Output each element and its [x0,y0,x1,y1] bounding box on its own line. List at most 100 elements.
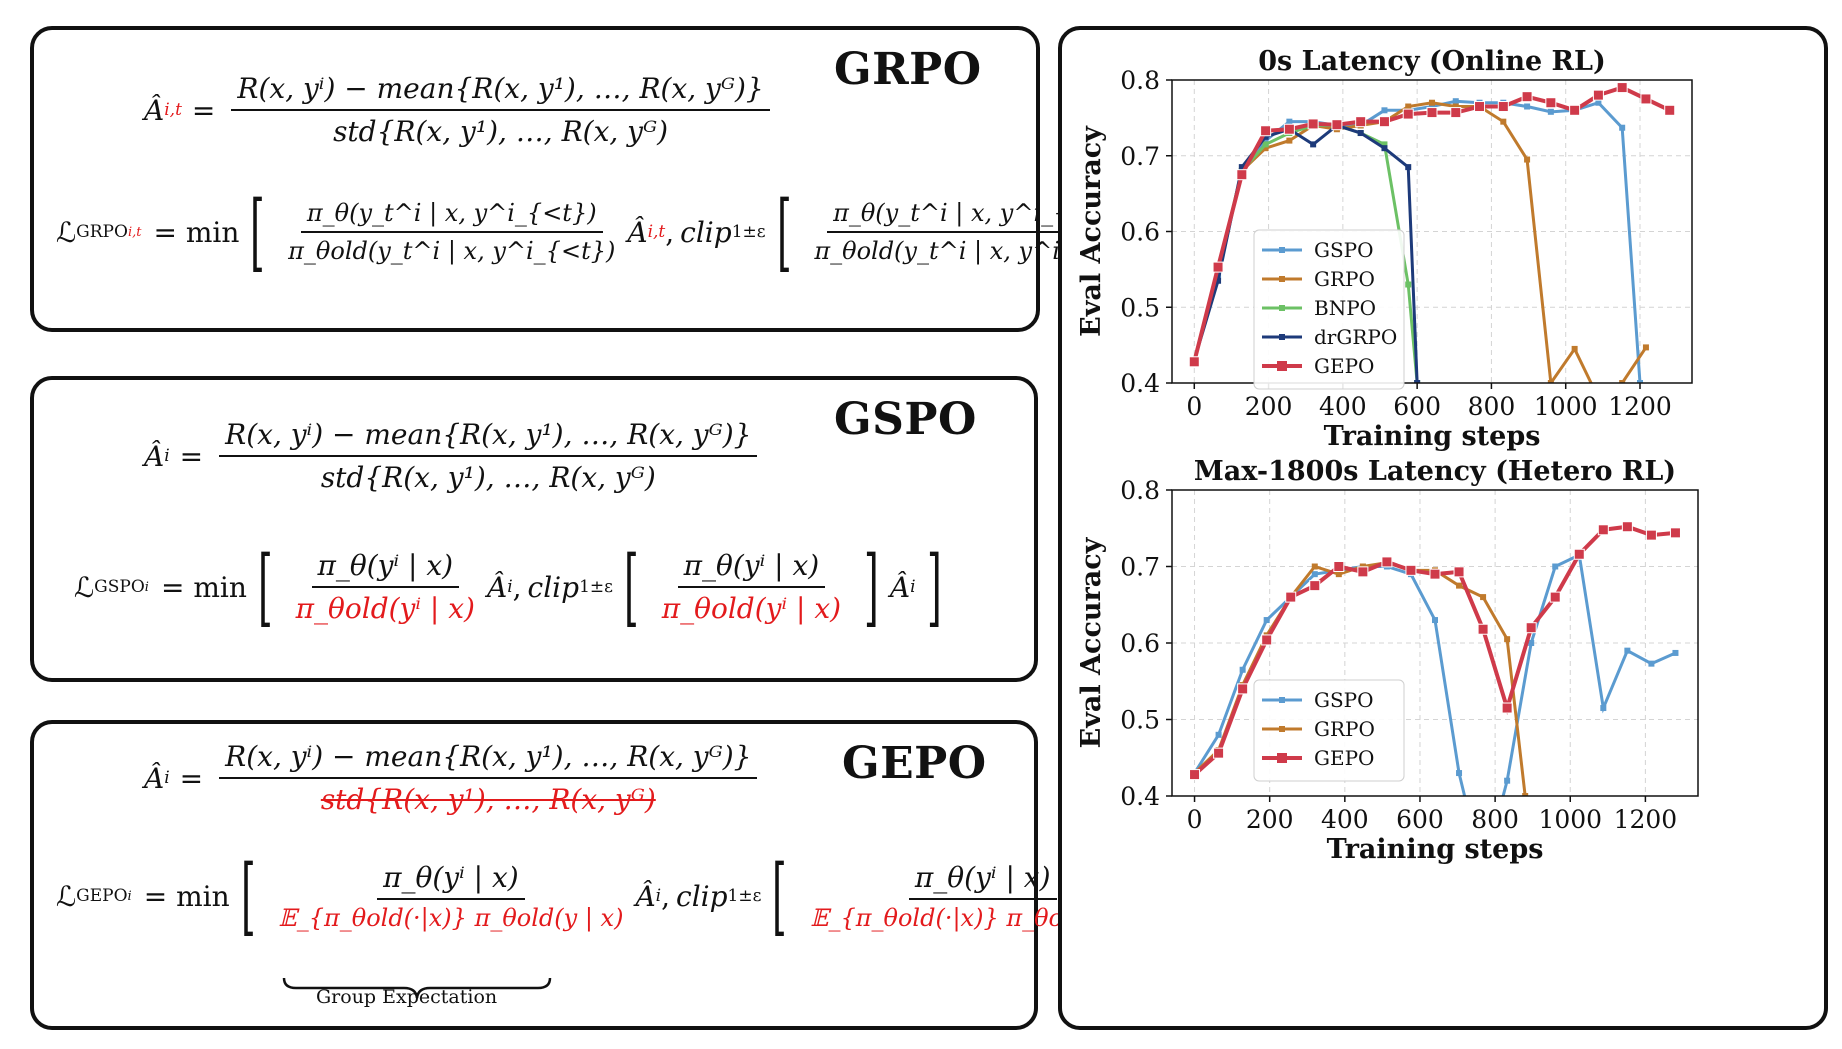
grpo-adv-symbol: Â [144,93,165,127]
x-tick-label: 0 [1186,392,1202,421]
series-gepo [1189,521,1681,781]
gepo-ratio-numerator: π_θ(yⁱ | x) [377,861,525,900]
legend-swatch-marker [1279,726,1285,732]
data-point [1355,116,1367,128]
legend-label-gepo: GEPO [1314,746,1374,770]
data-point [1262,133,1269,140]
data-point [1549,591,1561,603]
gepo-adv-denominator-struck: std{R(x, y¹), …, R(x, yᴳ) [320,783,656,816]
data-point [1501,702,1513,714]
data-point [1405,164,1412,171]
data-point [1357,566,1369,578]
data-point [1215,731,1222,738]
y-axis-label: Eval Accuracy [1076,536,1107,748]
chart-0: 0 200 400 600 800 1000 1200 0.4 0.5 0.6 0.7 0.8 0s L… [1076,46,1693,452]
charts-svg: 0 200 400 600 800 1000 1200 0.4 0.5 0.6 0.7 0.8 0s L… [1076,46,1699,865]
data-point [1189,769,1201,781]
legend-box [1253,229,1405,390]
grpo-adv-subscript: i,t [164,100,182,120]
group-expectation-brace [282,977,552,999]
grpo-ratio-numerator: π_θ(y_t^i | x, y^i_{<t}) [300,199,603,233]
x-tick-label: 600 [1396,805,1444,834]
data-point [1474,101,1486,113]
gspo-adv-term-2-sub: i [910,577,916,597]
grpo-adv-numerator: R(x, yⁱ) − mean{R(x, y¹), …, R(x, yᴳ)} [231,72,770,111]
gspo-ratio-numerator: π_θ(yⁱ | x) [311,549,460,588]
data-point [1645,529,1657,541]
chart-title: 0s Latency (Online RL) [1258,46,1606,77]
data-point [1381,556,1393,568]
data-point [1621,521,1633,533]
data-point [1381,141,1388,148]
data-point [1262,141,1269,148]
legend-label-grpo: GRPO [1314,267,1375,291]
x-axis-label: Training steps [1327,834,1544,865]
data-point [1497,101,1509,113]
y-tick-label: 0.6 [1120,218,1160,247]
gspo-min: = min [160,570,247,604]
gepo-ratio-denominator: 𝔼_{π_θold(·|x)} π_θold(y | x) [278,903,624,932]
data-point [1637,380,1643,383]
data-point [1672,649,1679,656]
gspo-adv-fraction: R(x, yⁱ) − mean{R(x, y¹), …, R(x, yᴳ)} s… [219,418,758,494]
gepo-clip-sub: 1±ε [727,886,762,906]
grpo-ratio-denominator: π_θold(y_t^i | x, y^i_{<t}) [288,237,616,265]
data-point [1450,107,1462,119]
gspo-clip-sub: 1±ε [579,577,613,597]
gepo-adv-term: Â [635,879,656,913]
data-point [1571,345,1578,352]
gspo-adv-term-sub: i [507,577,513,597]
data-point [1432,617,1438,624]
gepo-loss-subscript-i: i [127,888,132,904]
gspo-adv-term-2: Â [889,570,911,604]
gspo-title: GSPO [834,394,977,445]
data-point [1545,97,1557,109]
data-point [1569,104,1581,116]
series-line-grpo [1192,101,1648,383]
gepo-adv-fraction: R(x, yⁱ) − mean{R(x, y¹), …, R(x, yᴳ)} s… [219,740,758,816]
data-point [1309,580,1321,592]
gepo-adv-subscript: i [164,768,170,788]
data-point [1260,125,1272,137]
data-point [1429,568,1441,580]
data-point [1405,281,1412,288]
x-tick-label: 1000 [1538,805,1602,834]
y-tick-label: 0.8 [1120,66,1160,95]
grpo-min: = min [153,215,240,249]
data-point [1640,93,1652,105]
x-tick-label: 1200 [1608,392,1672,421]
data-point [1188,356,1200,368]
y-tick-label: 0.5 [1120,293,1160,322]
data-point [1311,571,1318,578]
legend-label-drgrpo: drGRPO [1314,325,1397,349]
data-point [1619,380,1626,383]
data-point [1642,344,1649,351]
data-point [1429,99,1435,106]
x-tick-label: 200 [1246,805,1294,834]
legend: GSPO GRPO GEPO [1253,679,1405,782]
x-tick-label: 600 [1393,392,1441,421]
data-point [1616,82,1628,94]
data-point [1477,623,1489,635]
data-point [1335,571,1342,578]
data-point [1426,107,1438,119]
data-point [1453,566,1465,578]
data-point [1452,103,1459,110]
data-point [1236,169,1248,181]
data-point [1402,108,1414,120]
legend-box [1253,679,1405,782]
data-point [1525,622,1537,634]
gspo-clip-denominator: π_θold(yⁱ | x) [661,592,842,625]
gspo-adv-symbol: Â [144,439,165,473]
gepo-loss-symbol: ℒ [56,879,77,913]
data-point [1212,261,1224,273]
gspo-loss-subscript: GSPO [94,577,145,597]
data-point [1592,89,1604,101]
data-point [1283,123,1295,135]
data-point [1381,107,1388,114]
legend-swatch-marker [1279,334,1285,340]
data-point [1378,116,1390,128]
y-tick-label: 0.7 [1120,553,1160,582]
